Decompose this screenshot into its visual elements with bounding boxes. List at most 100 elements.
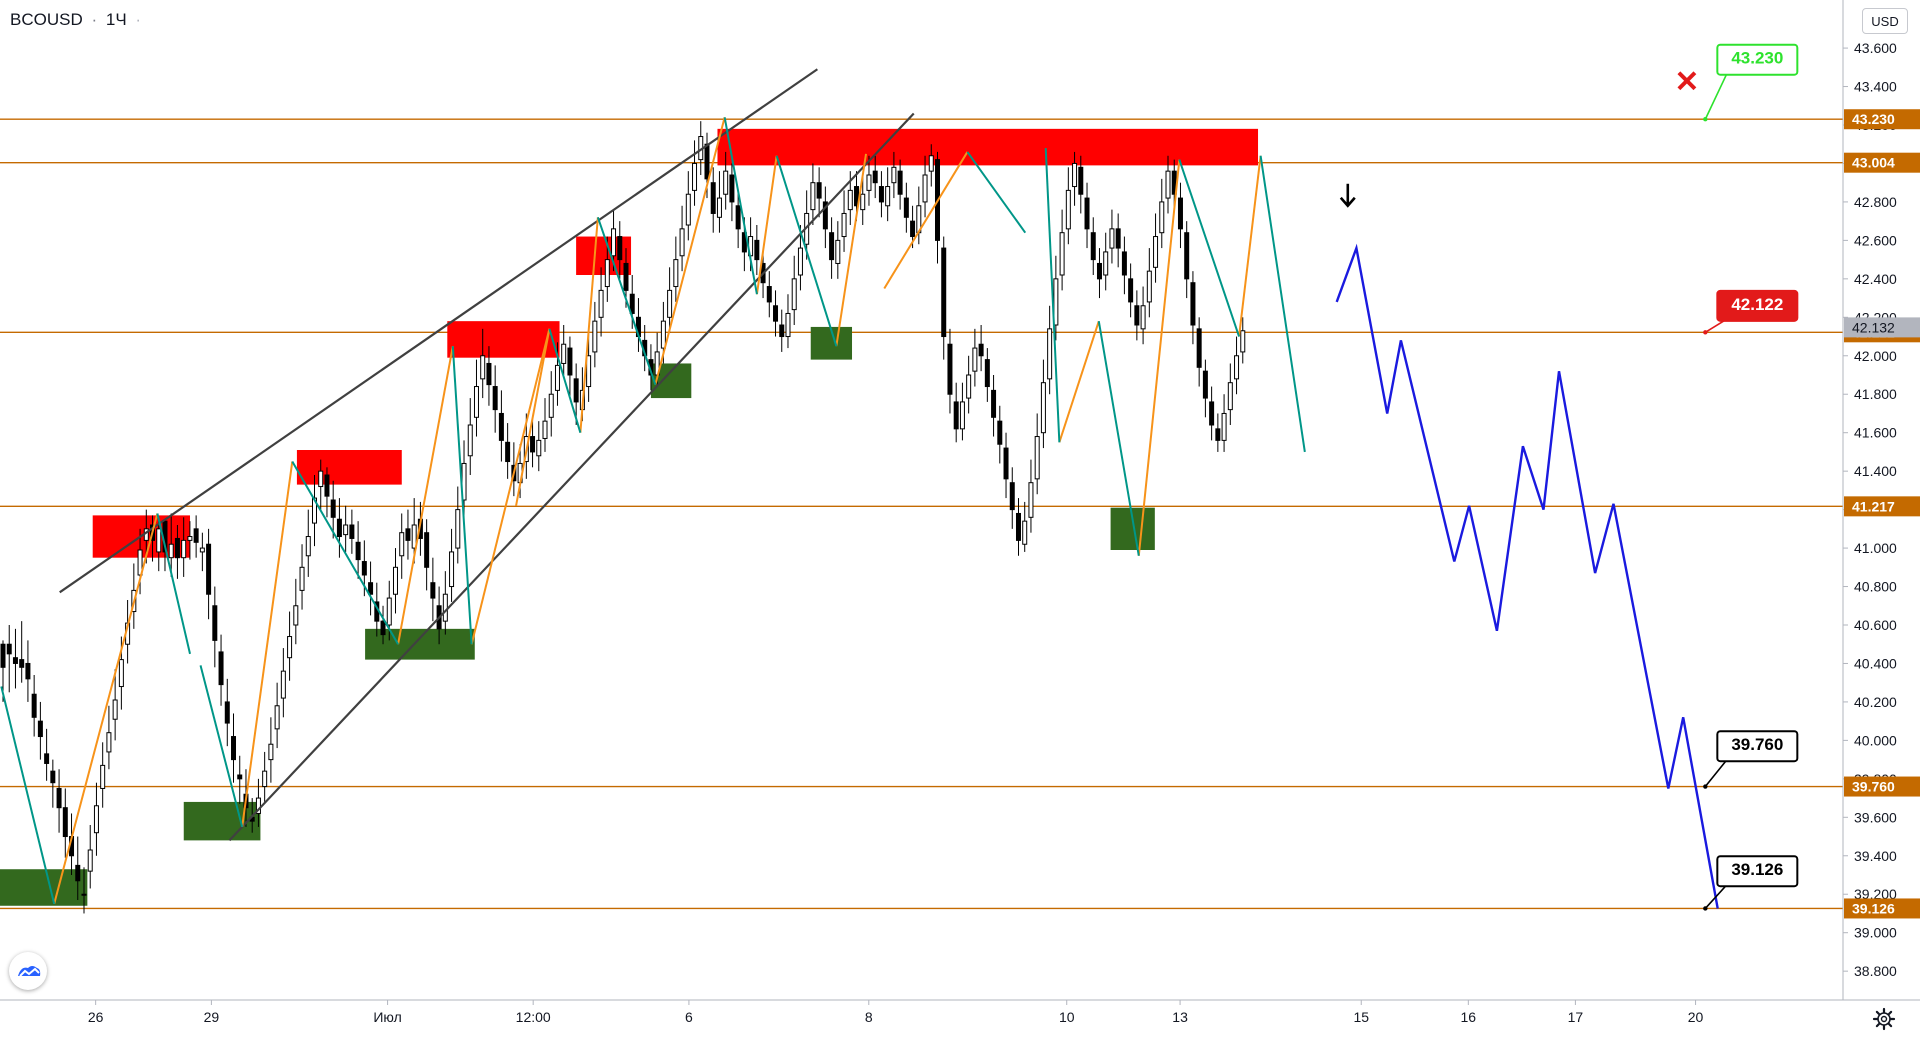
currency-button[interactable]: USD bbox=[1862, 8, 1908, 34]
candle-down bbox=[349, 524, 355, 539]
candle-down bbox=[1121, 251, 1127, 276]
zigzag-up-leg bbox=[883, 151, 969, 289]
supply-zone bbox=[576, 236, 632, 275]
candle-up bbox=[156, 528, 162, 553]
candle-down bbox=[56, 787, 62, 809]
price-tick-label: 42.800 bbox=[1854, 194, 1897, 210]
target-box bbox=[1716, 855, 1799, 888]
candle-down bbox=[829, 232, 835, 261]
demand-zone bbox=[1110, 507, 1155, 550]
candle-up bbox=[305, 536, 311, 557]
candle-up bbox=[399, 532, 405, 557]
target-callout: 39.760 bbox=[1703, 730, 1799, 789]
zigzag-up-leg bbox=[835, 153, 868, 347]
zigzag-down-leg bbox=[451, 346, 473, 645]
targets-layer: 43.230 42.122 39.760 39.126 bbox=[1677, 43, 1799, 911]
candle-up bbox=[100, 764, 106, 789]
candle-down bbox=[224, 701, 230, 724]
candle-up bbox=[1053, 278, 1059, 326]
time-tick-label: 17 bbox=[1568, 1009, 1584, 1025]
candle-up bbox=[679, 228, 685, 257]
tradingview-logo-icon[interactable] bbox=[9, 952, 47, 990]
candle-down bbox=[941, 247, 947, 338]
target-pointer bbox=[1704, 883, 1740, 909]
target-anchor-dot bbox=[1703, 784, 1708, 789]
candle-down bbox=[50, 770, 56, 784]
candle-down bbox=[424, 532, 430, 568]
candle-down bbox=[405, 528, 411, 541]
candle-up bbox=[785, 312, 791, 338]
candle-down bbox=[486, 362, 492, 386]
candle-down bbox=[1078, 166, 1084, 195]
price-tick-label: 42.600 bbox=[1854, 232, 1897, 248]
candle-down bbox=[872, 170, 878, 184]
supply-zone bbox=[296, 450, 402, 485]
price-tick-label: 41.000 bbox=[1854, 540, 1897, 556]
candle-up bbox=[791, 278, 797, 311]
candle-down bbox=[953, 401, 959, 430]
candle-down bbox=[623, 262, 629, 291]
candle-up bbox=[318, 470, 324, 488]
candle-down bbox=[1215, 428, 1221, 441]
candle-down bbox=[505, 441, 511, 463]
candle-down bbox=[729, 174, 735, 203]
candle-up bbox=[1072, 162, 1078, 188]
candle-up bbox=[1034, 436, 1040, 480]
candle-down bbox=[997, 420, 1003, 445]
candle-up bbox=[660, 320, 666, 349]
zigzag-up-leg bbox=[1137, 159, 1181, 556]
candle-up bbox=[455, 509, 461, 549]
candle-up bbox=[866, 174, 872, 191]
candle-down bbox=[773, 305, 779, 322]
time-tick-label: 6 bbox=[685, 1009, 693, 1025]
candle-up bbox=[1146, 270, 1152, 303]
candle-down bbox=[822, 201, 828, 230]
level-price-tag-label: 41.217 bbox=[1852, 498, 1895, 514]
level-price-tag bbox=[1844, 109, 1920, 130]
level-price-tag-label: 39.760 bbox=[1852, 779, 1895, 795]
candle-down bbox=[12, 657, 18, 664]
symbol-legend[interactable]: BCOUSD · 1Ч · bbox=[10, 10, 141, 30]
candle-down bbox=[336, 518, 342, 538]
candle-down bbox=[816, 182, 822, 199]
candle-up bbox=[1159, 201, 1165, 234]
level-price-tag-label: 43.230 bbox=[1852, 111, 1895, 127]
candle-up bbox=[1234, 355, 1240, 380]
target-anchor-dot bbox=[1703, 906, 1708, 911]
candle-down bbox=[1003, 447, 1009, 480]
zigzag-up-leg bbox=[1058, 320, 1100, 443]
zigzag-up-leg bbox=[53, 513, 159, 905]
time-tick-label: 20 bbox=[1688, 1009, 1704, 1025]
interval-label: 1Ч bbox=[105, 10, 127, 29]
candle-up bbox=[480, 355, 486, 380]
current-price-tag bbox=[1844, 317, 1920, 338]
candle-up bbox=[1165, 170, 1171, 199]
candle-up bbox=[1240, 330, 1246, 353]
price-tick-label: 39.400 bbox=[1854, 848, 1897, 864]
gear-icon[interactable] bbox=[1870, 1005, 1898, 1033]
candle-up bbox=[1153, 236, 1159, 268]
candle-down bbox=[355, 541, 361, 561]
candle-down bbox=[368, 582, 374, 595]
time-axis-background bbox=[0, 1000, 1920, 1042]
candle-up bbox=[467, 424, 473, 457]
price-tick-label: 43.400 bbox=[1854, 79, 1897, 95]
level-price-tag bbox=[1844, 898, 1920, 919]
time-tick-label: 29 bbox=[204, 1009, 220, 1025]
price-tick-label: 41.600 bbox=[1854, 425, 1897, 441]
candle-down bbox=[629, 293, 635, 314]
zigzag-down-leg bbox=[1178, 159, 1240, 337]
time-tick-label: 15 bbox=[1353, 1009, 1369, 1025]
horizontal-levels-layer bbox=[0, 118, 1843, 910]
candle-down bbox=[1015, 512, 1021, 541]
target-box bbox=[1716, 730, 1799, 763]
candle-up bbox=[928, 155, 934, 172]
symbol-name: BCOUSD bbox=[10, 10, 83, 29]
zigzag-down-leg bbox=[156, 513, 191, 655]
zigzag-down-leg bbox=[291, 461, 399, 645]
candle-down bbox=[779, 324, 785, 338]
candle-up bbox=[280, 670, 286, 699]
candle-up bbox=[473, 386, 479, 418]
zigzag-up-leg bbox=[1238, 155, 1262, 337]
